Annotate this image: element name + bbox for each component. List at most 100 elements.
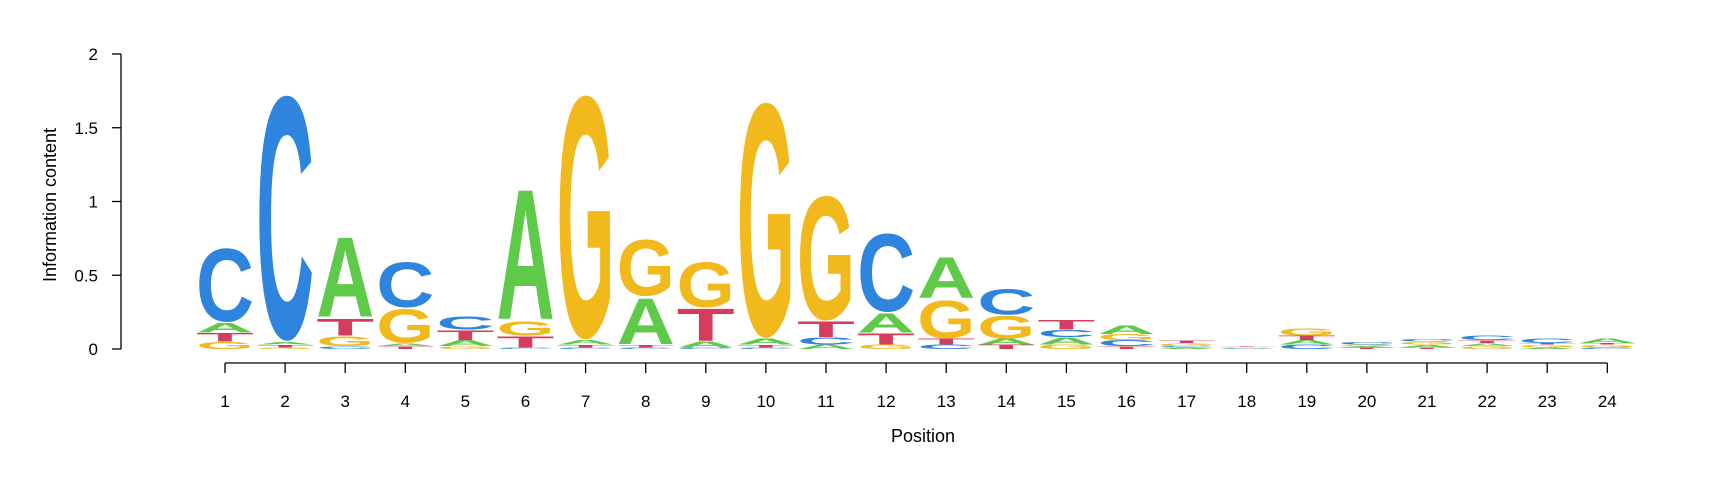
x-tick-label: 5 [461,392,470,411]
y-tick-label: 0 [89,340,98,359]
letter-a-pos-23: A [1518,347,1576,349]
letter-a-pos-10: A [737,337,795,346]
letter-g-pos-1: G [196,340,254,351]
letter-g-pos-13: G [917,289,975,350]
letter-a-pos-7: A [557,339,615,346]
letter-c-pos-21: C [1398,338,1456,342]
letter-a-pos-11: A [797,344,855,351]
letter-g-pos-4: G [376,300,434,354]
letter-t-pos-9: T [677,299,735,351]
letter-t-pos-5: T [436,328,494,343]
letter-t-pos-22: T [1458,339,1516,343]
letter-c-pos-7: C [557,347,615,349]
letter-c-pos-6: C [497,347,555,349]
letter-g-pos-8: G [617,224,675,313]
letter-c-pos-8: C [617,347,675,349]
y-axis: 0 0.5 1 1.5 2 [74,45,122,359]
letter-t-pos-16: T [1098,345,1156,349]
letter-t-pos-21: T [1398,347,1456,349]
letter-g-pos-15: G [1037,344,1095,351]
letter-t-pos-8: T [617,344,675,348]
letter-g-pos-12: G [857,344,915,351]
letter-a-pos-21: A [1398,344,1456,348]
letter-a-pos-16: A [1098,323,1156,336]
letter-g-pos-11: G [797,160,855,357]
letter-a-pos-2: A [256,341,314,345]
letter-t-pos-3: T [316,314,374,341]
letter-t-pos-15: T [1037,317,1095,332]
letter-a-pos-6: A [497,151,555,359]
x-tick-label: 18 [1237,392,1256,411]
letter-a-pos-20: A [1338,346,1396,348]
letter-c-pos-10: C [737,347,795,349]
letter-g-pos-17: G [1158,342,1216,346]
letter-c-pos-14: C [977,283,1035,323]
letter-c-pos-15: C [1037,328,1095,339]
letter-g-pos-14: G [977,310,1035,346]
letter-g-pos-3: G [316,333,374,349]
letter-c-pos-19: C [1278,344,1336,351]
letter-t-pos-10: T [737,344,795,348]
letter-c-pos-22: C [1458,335,1516,342]
letter-t-pos-17: T [1158,339,1216,343]
letter-c-pos-5: C [436,314,494,334]
letter-c-pos-9: C [677,347,735,349]
letter-t-pos-18: T [1218,346,1276,347]
letter-c-pos-18: C [1218,347,1276,348]
letter-c-pos-12: C [857,213,915,335]
letter-c-pos-3: C [316,345,374,349]
letter-g-pos-5: G [436,345,494,349]
letter-g-pos-23: G [1518,344,1576,348]
letter-t-pos-1: T [196,331,254,344]
letter-c-pos-11: C [797,336,855,347]
x-tick-label: 13 [937,392,956,411]
x-tick-label: 22 [1478,392,1497,411]
x-tick-label: 7 [581,392,590,411]
letter-t-pos-2: T [256,344,314,348]
x-tick-label: 4 [401,392,410,411]
letter-t-pos-23: T [1518,343,1576,345]
x-tick-label: 21 [1418,392,1437,411]
letter-c-pos-16: C [1098,339,1156,348]
x-tick-label: 10 [756,392,775,411]
letter-g-pos-9: G [677,249,735,321]
letter-c-pos-4: C [376,250,434,321]
letter-c-pos-20: C [1338,341,1396,345]
y-tick-label: 1 [89,193,98,212]
letter-a-pos-3: A [316,214,374,341]
x-tick-label: 17 [1177,392,1196,411]
letter-g-pos-6: G [497,318,555,340]
letter-t-pos-20: T [1338,347,1396,349]
letter-t-pos-24: T [1578,343,1636,345]
x-tick-label: 6 [521,392,530,411]
letter-a-pos-13: A [917,246,975,311]
letter-a-pos-4: A [376,342,434,346]
letter-a-pos-19: A [1278,339,1336,346]
letter-t-pos-11: T [797,317,855,342]
letter-a-pos-14: A [977,337,1035,346]
letter-g-pos-10: G [737,35,795,406]
x-tick-label: 15 [1057,392,1076,411]
x-tick-label: 23 [1538,392,1557,411]
letter-g-pos-2: G [256,347,314,349]
letter-a-pos-5: A [436,339,494,348]
x-tick-label: 8 [641,392,650,411]
letter-a-pos-22: A [1458,342,1516,346]
letter-c-pos-13: C [917,344,975,351]
letter-g-pos-7: G [557,25,615,409]
